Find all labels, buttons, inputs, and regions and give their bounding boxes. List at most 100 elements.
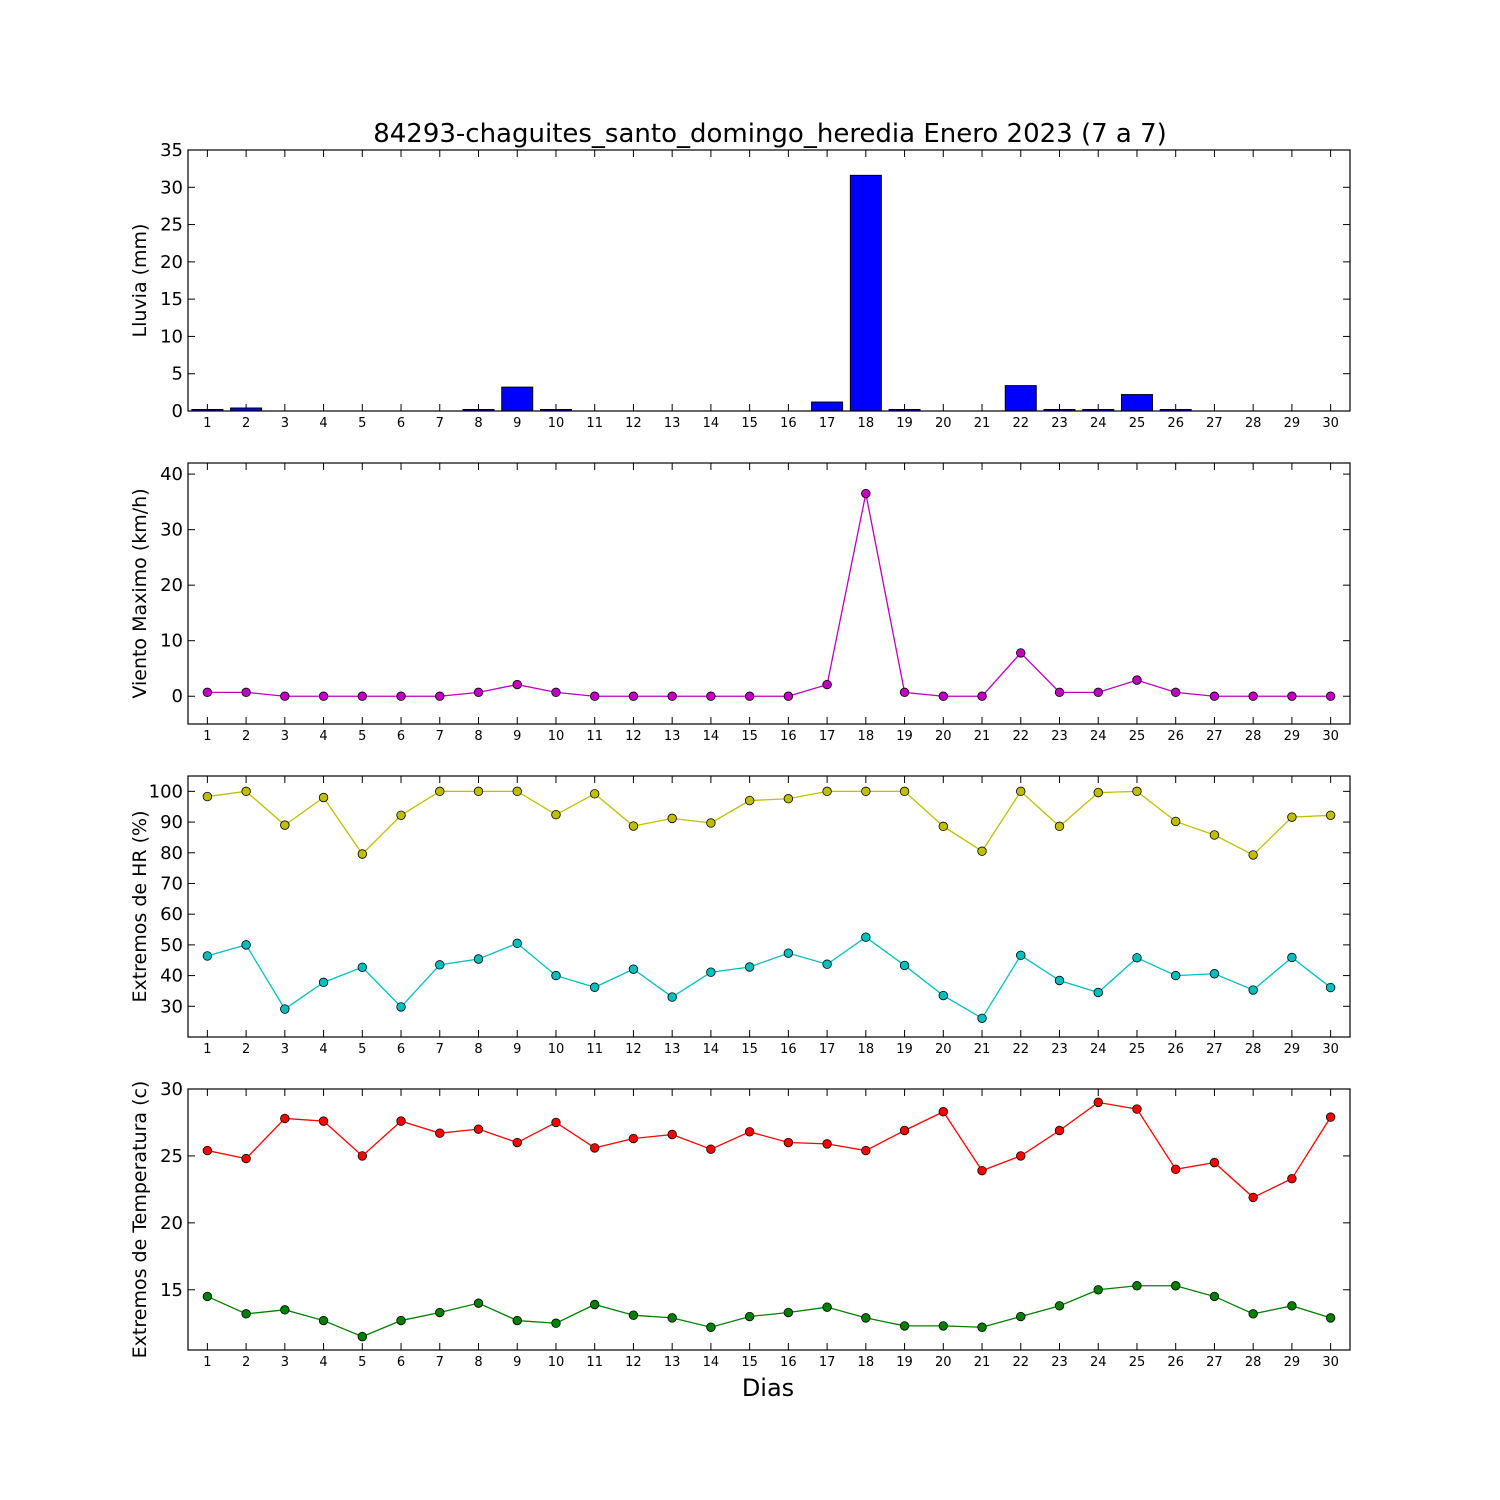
- data-point: [744, 1127, 755, 1137]
- y-tick-label: 30: [160, 520, 183, 541]
- data-point: [551, 687, 561, 698]
- x-tick-label: 10: [548, 729, 565, 744]
- x-tick-label: 4: [319, 1355, 327, 1370]
- x-tick-label: 7: [436, 1042, 444, 1057]
- data-point: [202, 951, 213, 961]
- x-tick-label: 15: [741, 1355, 758, 1370]
- x-tick-label: 13: [664, 729, 681, 744]
- y-tick-label: 70: [160, 873, 183, 894]
- data-point: [357, 691, 368, 701]
- data-point: [241, 1309, 251, 1319]
- x-tick-label: 19: [896, 1355, 913, 1370]
- x-tick-label: 9: [513, 1355, 521, 1370]
- data-point: [1132, 1281, 1142, 1291]
- data-point: [1016, 648, 1026, 658]
- data-point: [1093, 1097, 1103, 1108]
- x-tick-label: 4: [319, 1042, 327, 1057]
- data-point: [318, 1315, 329, 1326]
- data-point: [202, 687, 213, 698]
- x-tick-label: 17: [819, 416, 836, 431]
- x-tick-label: 9: [513, 416, 521, 431]
- data-point: [822, 1302, 832, 1312]
- data-point: [1325, 691, 1336, 701]
- x-tick-label: 21: [974, 729, 991, 744]
- x-tick-label: 25: [1129, 729, 1146, 744]
- data-point: [357, 1151, 368, 1161]
- x-tick-label: 20: [935, 1042, 952, 1057]
- y-tick-label: 80: [160, 843, 183, 864]
- data-point: [590, 1143, 600, 1153]
- data-point: [1325, 1112, 1336, 1122]
- y-axis-label: Extremos de HR (%): [129, 810, 151, 1002]
- x-tick-label: 29: [1284, 416, 1301, 431]
- data-point: [435, 960, 445, 970]
- x-tick-label: 7: [436, 1355, 444, 1370]
- x-tick-label: 8: [474, 1042, 482, 1057]
- x-tick-label: 24: [1090, 416, 1107, 431]
- data-point: [202, 1145, 213, 1156]
- x-tick-label: 12: [625, 416, 642, 431]
- data-point: [551, 1318, 561, 1328]
- data-point: [744, 962, 755, 972]
- data-point: [744, 1311, 755, 1322]
- bar: [501, 386, 534, 412]
- x-tick-label: 14: [703, 1042, 720, 1057]
- data-point: [822, 959, 832, 969]
- x-tick-label: 16: [780, 1042, 797, 1057]
- y-tick-label: 100: [149, 781, 183, 802]
- bar: [1120, 394, 1153, 412]
- x-tick-label: 17: [819, 1042, 836, 1057]
- data-point: [318, 977, 329, 988]
- x-tick-label: 16: [780, 729, 797, 744]
- data-point: [1170, 970, 1181, 981]
- data-point: [822, 786, 832, 797]
- x-tick-label: 2: [242, 729, 250, 744]
- data-point: [473, 687, 484, 698]
- data-point: [280, 1004, 290, 1014]
- data-point: [396, 1002, 406, 1012]
- x-tick-label: 26: [1167, 1042, 1184, 1057]
- y-tick-label: 20: [160, 1213, 183, 1234]
- x-tick-label: 26: [1167, 1355, 1184, 1370]
- x-tick-label: 25: [1129, 1355, 1146, 1370]
- data-point: [473, 786, 484, 797]
- x-tick-label: 18: [858, 1042, 875, 1057]
- data-point: [1287, 1301, 1297, 1311]
- data-point: [706, 967, 716, 977]
- data-point: [1248, 850, 1258, 860]
- data-point: [435, 691, 445, 701]
- x-tick-label: 18: [858, 729, 875, 744]
- data-point: [435, 1128, 445, 1138]
- data-point: [318, 1116, 329, 1126]
- data-point: [1209, 830, 1220, 840]
- y-tick-label: 60: [160, 904, 183, 925]
- data-point: [706, 1144, 716, 1154]
- x-tick-label: 6: [397, 729, 405, 744]
- x-tick-label: 4: [319, 729, 327, 744]
- data-point: [318, 691, 329, 701]
- data-point: [1132, 1104, 1142, 1114]
- x-tick-label: 14: [703, 1355, 720, 1370]
- data-point: [1093, 687, 1103, 698]
- data-point: [396, 1315, 406, 1326]
- series-1: [202, 1097, 1336, 1203]
- x-tick-label: 22: [1012, 1042, 1029, 1057]
- data-point: [590, 691, 600, 701]
- data-point: [667, 992, 677, 1002]
- data-point: [1287, 691, 1297, 701]
- data-point: [977, 691, 987, 701]
- data-point: [241, 786, 251, 797]
- y-tick-label: 30: [160, 1079, 183, 1100]
- data-point: [590, 982, 600, 992]
- series-line: [207, 790, 1331, 856]
- x-tick-label: 9: [513, 729, 521, 744]
- data-point: [667, 813, 677, 824]
- y-tick-label: 0: [172, 686, 183, 707]
- data-point: [628, 691, 639, 701]
- data-point: [938, 1107, 949, 1117]
- data-point: [822, 679, 832, 690]
- x-tick-label: 10: [548, 1042, 565, 1057]
